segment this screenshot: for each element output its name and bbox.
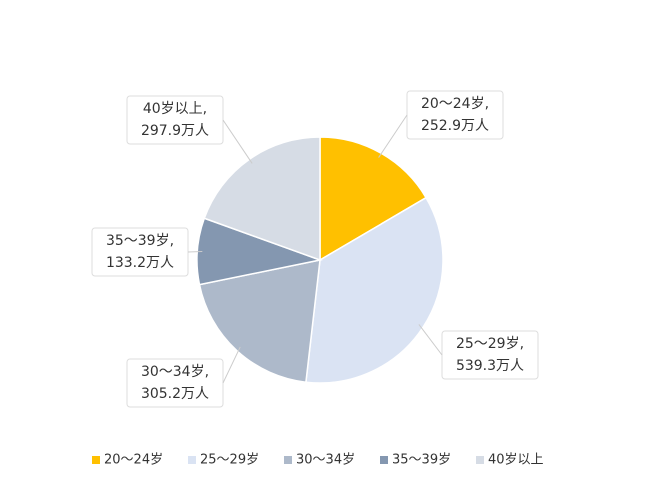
- legend-swatch: [476, 456, 484, 464]
- leader-line: [187, 250, 203, 253]
- legend-label: 25～29岁: [200, 453, 259, 468]
- legend-label: 20～24岁: [104, 453, 163, 468]
- legend-swatch: [92, 456, 100, 464]
- data-label: 305.2万人: [141, 386, 209, 402]
- data-label: 133.2万人: [106, 255, 174, 271]
- callout-category: 25～29岁,: [456, 336, 524, 352]
- pie-slice: [198, 259, 321, 384]
- legend-swatch: [380, 456, 388, 464]
- callout-category: 40岁以上,: [143, 101, 207, 117]
- callout-category: 35～39岁,: [106, 233, 174, 249]
- legend-label: 35～39岁: [392, 453, 451, 468]
- data-label: 539.3万人: [456, 358, 524, 374]
- legend-swatch: [284, 456, 292, 464]
- legend-swatch: [188, 456, 196, 464]
- callout-category: 20～24岁,: [421, 96, 489, 112]
- data-label: 252.9万人: [421, 118, 489, 134]
- leader-line: [378, 114, 408, 158]
- data-label: 297.9万人: [141, 123, 209, 139]
- callout-category: 30～34岁,: [141, 364, 209, 380]
- leader-line: [222, 119, 253, 164]
- leader-line: [418, 324, 443, 356]
- legend-label: 40岁以上: [488, 453, 544, 468]
- pie-slice: [305, 196, 444, 384]
- leader-line: [222, 346, 241, 384]
- legend-label: 30～34岁: [296, 453, 355, 468]
